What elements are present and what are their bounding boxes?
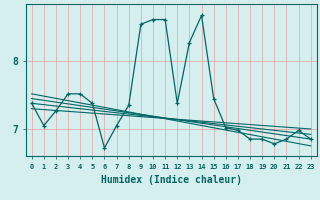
X-axis label: Humidex (Indice chaleur): Humidex (Indice chaleur): [101, 175, 242, 185]
